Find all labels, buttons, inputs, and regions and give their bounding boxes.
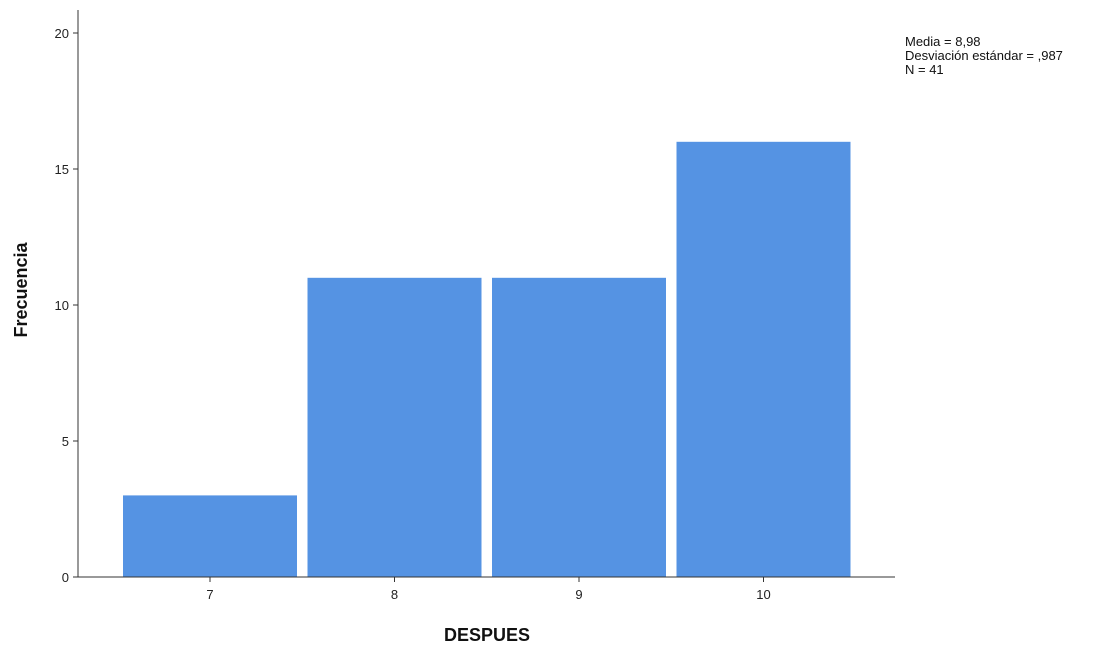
x-tick-label: 7 (206, 587, 213, 602)
y-tick-label: 15 (55, 162, 69, 177)
ticks-group: 7 8 9 10 0 5 10 15 20 (55, 26, 771, 602)
y-tick-label: 0 (62, 570, 69, 585)
y-tick-label: 5 (62, 434, 69, 449)
stats-std: Desviación estándar = ,987 (905, 48, 1063, 63)
bars-group (123, 141, 851, 578)
y-axis-title: Frecuencia (11, 241, 31, 337)
x-axis-title: DESPUES (444, 625, 530, 645)
bar-10 (676, 141, 851, 578)
bar-9 (492, 277, 666, 577)
x-tick-label: 9 (575, 587, 582, 602)
bar-8 (307, 277, 482, 577)
x-tick-label: 10 (756, 587, 770, 602)
y-tick-label: 20 (55, 26, 69, 41)
stats-n: N = 41 (905, 62, 944, 77)
x-tick-label: 8 (391, 587, 398, 602)
bar-7 (123, 495, 297, 577)
stats-mean: Media = 8,98 (905, 34, 981, 49)
y-tick-label: 10 (55, 298, 69, 313)
